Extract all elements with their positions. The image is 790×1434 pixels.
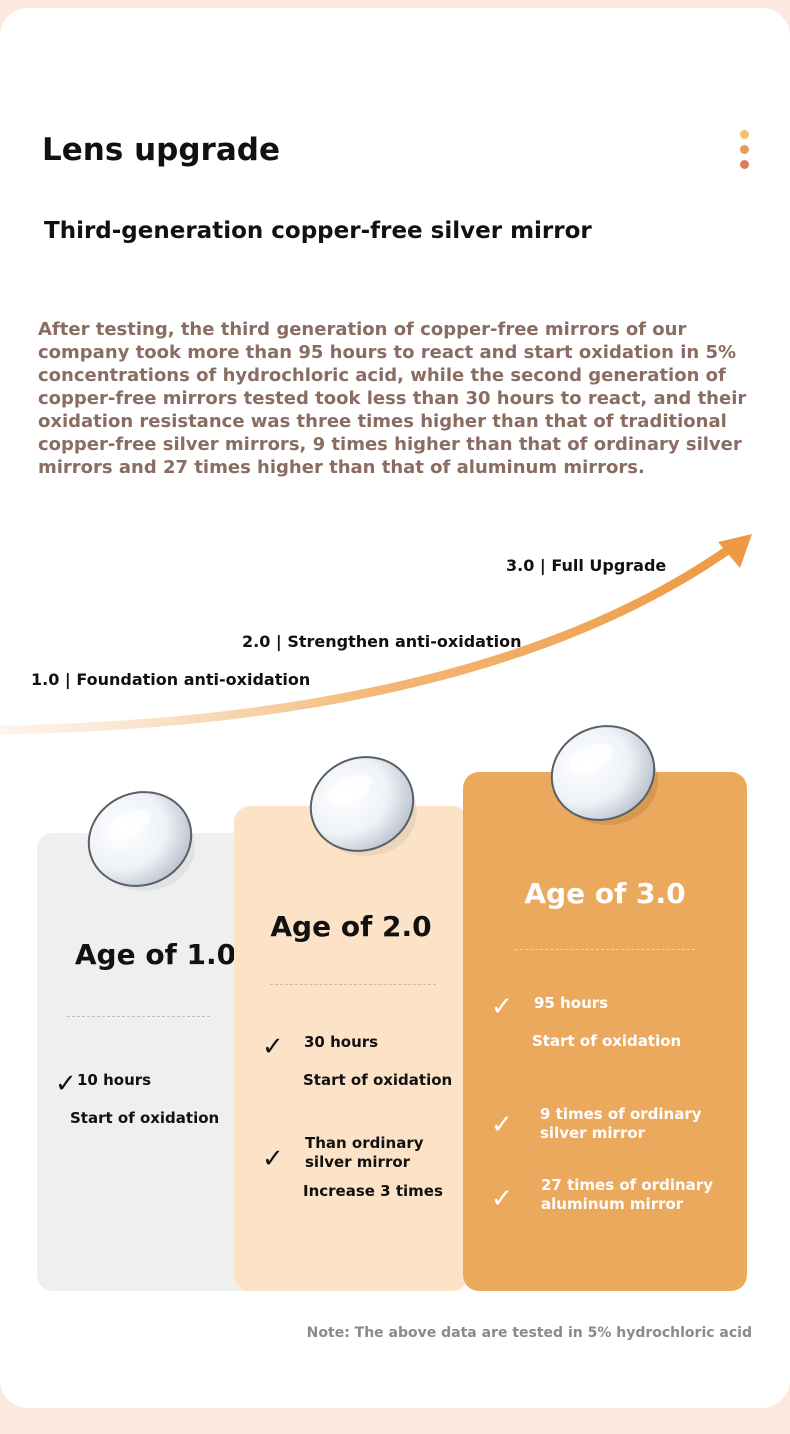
panel-age-2: Age of 2.0 ✓ 30 hours Start of oxidation… <box>234 806 468 1291</box>
stage-label-3: 3.0 | Full Upgrade <box>506 556 667 575</box>
check-icon: ✓ <box>491 1110 513 1140</box>
item-value: 30 hours <box>304 1033 379 1051</box>
item-caption: Increase 3 times <box>303 1182 443 1200</box>
item-value: 10 hours <box>77 1071 152 1089</box>
item-caption: Start of oxidation <box>532 1032 682 1050</box>
lens-image <box>309 756 417 856</box>
page-subtitle: Third-generation copper-free silver mirr… <box>44 218 592 244</box>
item-value: Than ordinary silver mirror <box>305 1134 424 1171</box>
check-icon: ✓ <box>55 1069 77 1099</box>
panel-title: Age of 1.0 <box>74 938 237 971</box>
divider <box>515 949 695 950</box>
stage-label-2: 2.0 | Strengthen anti-oxidation <box>242 632 522 651</box>
lens-image <box>87 791 195 891</box>
item-value: 95 hours <box>534 994 609 1012</box>
check-icon: ✓ <box>491 992 513 1022</box>
dot-icon <box>740 160 749 169</box>
decorative-dots <box>740 130 752 175</box>
panel-age-3: Age of 3.0 ✓ 95 hours Start of oxidation… <box>463 772 747 1291</box>
divider <box>270 984 436 985</box>
upgrade-curve-arrow <box>0 534 752 735</box>
dot-icon <box>740 145 749 154</box>
check-icon: ✓ <box>262 1032 284 1062</box>
divider <box>67 1016 210 1017</box>
check-icon: ✓ <box>491 1184 513 1214</box>
footnote: Note: The above data are tested in 5% hy… <box>306 1325 752 1341</box>
item-caption: Start of oxidation <box>70 1109 220 1127</box>
check-icon: ✓ <box>262 1144 284 1174</box>
item-caption: Start of oxidation <box>303 1071 453 1089</box>
page-title: Lens upgrade <box>42 132 280 168</box>
dot-icon <box>740 130 749 139</box>
item-value: 9 times of ordinary silver mirror <box>540 1105 702 1142</box>
stage-label-1: 1.0 | Foundation anti-oxidation <box>31 670 311 689</box>
panel-title: Age of 2.0 <box>270 910 432 943</box>
description-text: After testing, the third generation of c… <box>38 319 747 478</box>
lens-image <box>550 725 658 825</box>
item-value: 27 times of ordinary aluminum mirror <box>541 1176 713 1213</box>
panel-title: Age of 3.0 <box>524 877 686 910</box>
